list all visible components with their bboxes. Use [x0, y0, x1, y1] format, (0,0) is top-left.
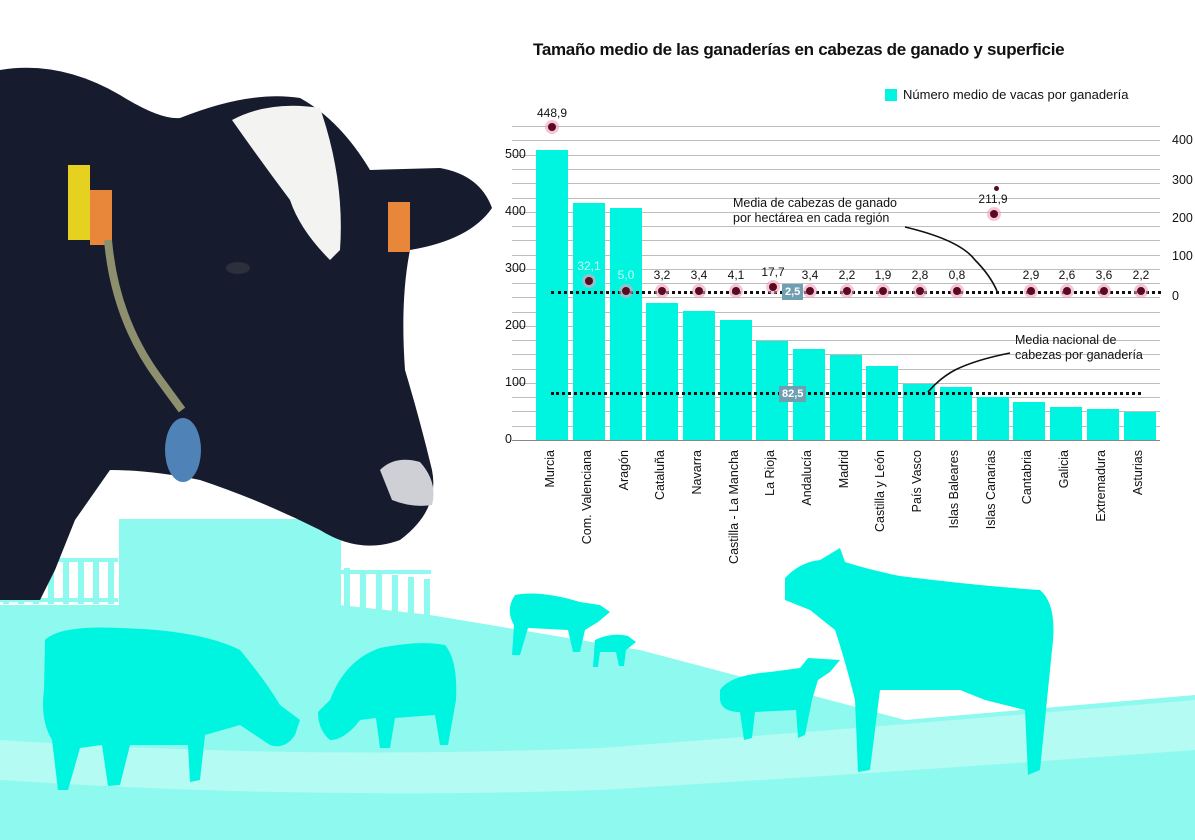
per-hectare-average-line — [551, 291, 1161, 294]
category-label: Islas Baleares — [947, 450, 961, 529]
left-tick: 400 — [505, 204, 526, 218]
chart-title: Tamaño medio de las ganaderías en cabeza… — [533, 40, 1065, 59]
left-tick: 0 — [505, 432, 512, 446]
right-tick: 300 — [1172, 173, 1193, 187]
dot-label: 0,8 — [948, 268, 966, 282]
dot-asturias — [1137, 287, 1145, 295]
dot-extremadura — [1100, 287, 1108, 295]
dot-navarra — [695, 287, 703, 295]
category-label: Com. Valenciana — [580, 450, 594, 545]
category-label: La Rioja — [763, 450, 777, 496]
dot-cantabria — [1027, 287, 1035, 295]
category-label: Aragón — [617, 450, 631, 491]
cow-head-photo — [0, 67, 492, 601]
bar-navarra — [683, 311, 715, 440]
dot-castilla-la-mancha — [732, 287, 740, 295]
dot-galicia — [1063, 287, 1071, 295]
right-tick: 400 — [1172, 133, 1193, 147]
dot-label: 211,9 — [978, 192, 1008, 206]
annotation-line: Media de cabezas de ganado — [733, 196, 898, 210]
left-tick: 500 — [505, 147, 526, 161]
annotation-line: por hectárea en cada región — [733, 211, 890, 225]
left-tick: 100 — [505, 375, 526, 389]
annotation-line: Media nacional de — [1015, 333, 1117, 347]
dot-label: 2,8 — [911, 268, 929, 282]
legend: Número medio de vacas por ganadería — [885, 87, 1128, 102]
category-label: Andalucía — [800, 450, 814, 506]
dot-islas-baleares — [953, 287, 961, 295]
dot-label: 4,1 — [727, 268, 745, 282]
dot-cataluna — [658, 287, 666, 295]
category-label: Galicia — [1057, 450, 1071, 489]
bar-castilla-y-leon — [866, 366, 898, 440]
bar-islas-canarias — [977, 397, 1009, 440]
dot-label: 2,9 — [1022, 268, 1040, 282]
category-label: Navarra — [690, 450, 704, 495]
bar-galicia — [1050, 407, 1082, 440]
dot-label: 1,9 — [874, 268, 892, 282]
category-label: Cantabria — [1020, 450, 1034, 505]
bar-cataluna — [646, 303, 678, 440]
category-label: País Vasco — [910, 450, 924, 513]
dot-label: 32,1 — [577, 259, 601, 273]
dot-label: 2,6 — [1058, 268, 1076, 282]
right-tick: 200 — [1172, 211, 1193, 225]
bar-aragon — [610, 208, 642, 440]
dot-islas-canarias — [990, 210, 998, 218]
bar-islas-baleares — [940, 387, 972, 440]
per-hectare-annotation: Media de cabezas de ganado por hectárea … — [733, 196, 897, 226]
category-label: Castilla - La Mancha — [727, 450, 741, 564]
national-average-badge: 82,5 — [779, 386, 807, 402]
left-tick: 300 — [505, 261, 526, 275]
dot-label: 2,2 — [1132, 268, 1150, 282]
dot-label: 3,4 — [801, 268, 819, 282]
category-label: Islas Canarias — [984, 450, 998, 530]
legend-swatch — [885, 88, 897, 101]
dot-label: 3,6 — [1095, 268, 1113, 282]
left-tick: 200 — [505, 318, 526, 332]
dot-label: 3,4 — [690, 268, 708, 282]
bar-com-valenciana — [573, 203, 605, 440]
category-label: Cataluña — [653, 450, 667, 501]
dot-castilla-y-leon — [879, 287, 887, 295]
right-tick: 100 — [1172, 249, 1193, 263]
bar-asturias — [1124, 412, 1156, 440]
dot-label: 448,9 — [536, 106, 568, 120]
bar-murcia — [536, 150, 568, 440]
category-label: Madrid — [837, 450, 851, 489]
category-label: Castilla y León — [873, 450, 887, 532]
dot-aragon — [622, 287, 630, 295]
per-hectare-average-badge: 2,5 — [782, 284, 804, 300]
category-label: Asturias — [1131, 450, 1145, 496]
dot-label: 17,7 — [761, 265, 785, 279]
dot-com-valenciana — [585, 277, 593, 285]
dot-label: 3,2 — [653, 268, 671, 282]
category-label: Murcia — [543, 450, 557, 488]
dot-murcia — [548, 123, 556, 131]
dot-madrid — [843, 287, 851, 295]
right-tick: 0 — [1172, 289, 1179, 303]
dot-andalucia — [806, 287, 814, 295]
bar-castilla-la-mancha — [720, 320, 752, 440]
category-label: Extremadura — [1094, 450, 1108, 522]
dot-la-rioja — [769, 283, 777, 291]
dot-label: 5,0 — [617, 268, 635, 282]
bar-extremadura — [1087, 409, 1119, 440]
annotation-line: cabezas por ganadería — [1015, 348, 1143, 362]
legend-label: Número medio de vacas por ganadería — [903, 87, 1129, 102]
national-average-line — [551, 392, 1141, 395]
national-annotation: Media nacional de cabezas por ganadería — [1015, 333, 1143, 363]
dot-label: 2,2 — [838, 268, 856, 282]
dot-pais-vasco — [916, 287, 924, 295]
bar-madrid — [830, 355, 862, 440]
bar-cantabria — [1013, 402, 1045, 440]
dot-islas-canarias-marker — [994, 186, 999, 191]
